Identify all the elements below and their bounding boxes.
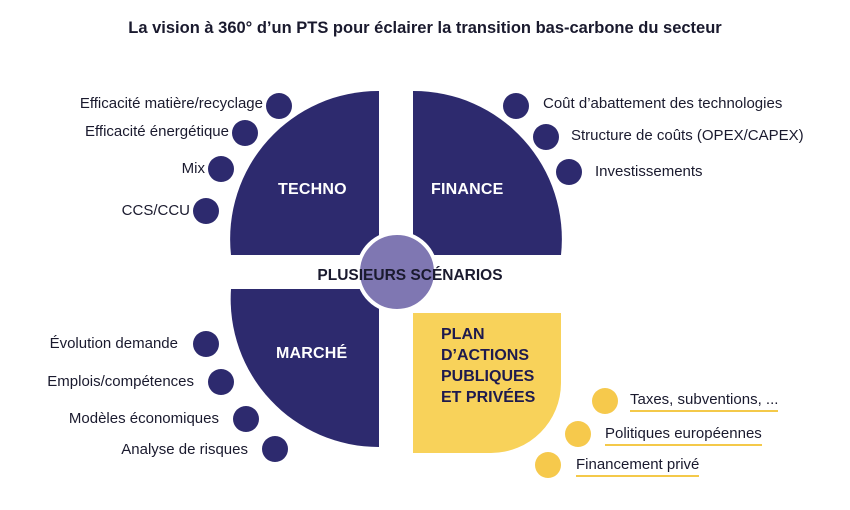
plan-item-3: Financement privé bbox=[576, 456, 700, 477]
marche-item-4: Analyse de risques bbox=[121, 441, 248, 458]
finance-dot-1 bbox=[503, 93, 529, 119]
marche-dot-3 bbox=[233, 406, 259, 432]
marche-item-1: Évolution demande bbox=[49, 335, 178, 352]
marche-dot-2 bbox=[208, 369, 234, 395]
techno-item-3: Mix bbox=[181, 160, 205, 177]
finance-label: FINANCE bbox=[431, 181, 504, 198]
techno-item-4: CCS/CCU bbox=[121, 202, 190, 219]
marche-quadrant bbox=[230, 289, 379, 448]
marche-dot-4 bbox=[262, 436, 288, 462]
marche-label: MARCHÉ bbox=[276, 345, 348, 362]
plan-item-2: Politiques européennes bbox=[605, 425, 762, 446]
plan-label: PLAN D’ACTIONS PUBLIQUES ET PRIVÉES bbox=[441, 326, 536, 406]
finance-item-3: Investissements bbox=[595, 163, 703, 180]
plan-dot-1 bbox=[592, 388, 618, 414]
plan-dot-3 bbox=[535, 452, 561, 478]
finance-dot-2 bbox=[533, 124, 559, 150]
techno-dot-2 bbox=[232, 120, 258, 146]
techno-dot-4 bbox=[193, 198, 219, 224]
finance-item-2: Structure de coûts (OPEX/CAPEX) bbox=[571, 127, 804, 144]
techno-dot-1 bbox=[266, 93, 292, 119]
plan-item-1: Taxes, subventions, ... bbox=[630, 391, 779, 412]
techno-dot-3 bbox=[208, 156, 234, 182]
finance-quadrant bbox=[413, 90, 562, 255]
finance-item-1: Coût d’abattement des technologies bbox=[543, 95, 783, 112]
techno-label: TECHNO bbox=[278, 181, 347, 198]
techno-item-1: Efficacité matière/recyclage bbox=[79, 95, 263, 112]
marche-dot-1 bbox=[193, 331, 219, 357]
finance-dot-3 bbox=[556, 159, 582, 185]
center-label: PLUSIEURS SCÉNARIOS bbox=[317, 267, 503, 284]
marche-item-3: Modèles économiques bbox=[68, 410, 219, 427]
techno-item-2: Efficacité énergétique bbox=[85, 123, 229, 140]
techno-quadrant bbox=[230, 90, 379, 255]
plan-quadrant bbox=[413, 313, 561, 453]
center-circle bbox=[356, 231, 438, 313]
diagram-title: La vision à 360° d’un PTS pour éclairer … bbox=[128, 19, 722, 37]
marche-item-2: Emplois/compétences bbox=[47, 373, 194, 390]
plan-dot-2 bbox=[565, 421, 591, 447]
